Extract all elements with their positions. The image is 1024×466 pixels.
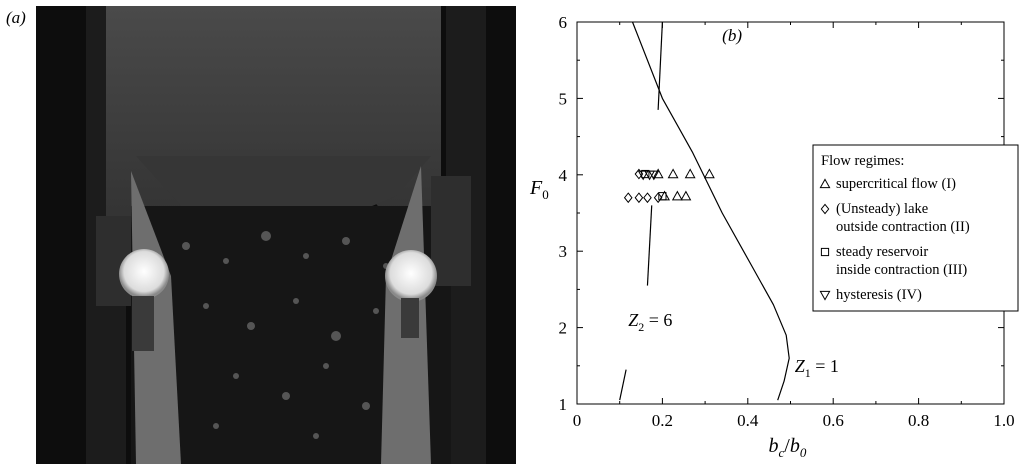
data-point-square <box>641 169 650 179</box>
z2-boundary-segment <box>646 205 653 286</box>
data-point-triangle-up <box>652 168 664 179</box>
x-tick-label: 0.2 <box>652 411 673 430</box>
z1-boundary-curve <box>631 21 790 401</box>
legend-entry-text: hysteresis (IV) <box>836 287 922 303</box>
panel-b-label: (b) <box>722 26 742 45</box>
data-points <box>623 168 715 204</box>
legend-entry-text: outside contraction (II) <box>836 219 970 235</box>
legend-symbol-square <box>820 247 830 257</box>
data-point-diamond <box>634 192 644 204</box>
x-tick-label: 1.0 <box>993 411 1014 430</box>
z1-curve-label: Z1 = 1 <box>795 356 839 380</box>
legend-entry-text: (Unsteady) lake <box>836 201 928 217</box>
legend-entry-text: steady reservoir <box>836 244 928 260</box>
y-tick-label: 5 <box>559 89 568 108</box>
y-tick-label: 4 <box>559 166 568 185</box>
y-tick-label: 3 <box>559 242 568 261</box>
flow-regimes-chart: 0 0.2 0.4 0.6 0.8 1.0 1 2 3 4 5 6 Z1 = 1 Z2 = 6 (b) F… <box>529 13 1019 460</box>
y-tick-label: 1 <box>559 395 568 414</box>
y-tick-label: 6 <box>559 13 568 32</box>
y-tick-label: 2 <box>559 319 568 338</box>
data-point-diamond <box>643 192 652 204</box>
legend-box <box>812 144 1019 312</box>
data-point-triangle-up <box>684 168 696 179</box>
panel-a-label: (a) <box>6 8 26 27</box>
data-point-diamond <box>623 192 633 204</box>
axis-labels: (b) F0 bc/b0 <box>529 26 807 460</box>
x-tick-label: 0 <box>573 411 582 430</box>
legend-symbol-triangle-down <box>819 290 831 301</box>
x-tick-label: 0.8 <box>908 411 929 430</box>
legend-symbol-triangle-up <box>819 178 831 189</box>
legend-entry-text: inside contraction (III) <box>836 262 967 278</box>
data-point-triangle-up <box>671 190 683 201</box>
data-point-triangle-up <box>680 190 692 201</box>
legend-title: Flow regimes: <box>821 153 904 169</box>
z2-curve-label: Z2 = 6 <box>628 310 672 334</box>
flow-contraction-photo <box>36 6 516 464</box>
y-axis-label: F0 <box>529 177 549 202</box>
x-tick-label: 0.6 <box>823 411 844 430</box>
data-point-triangle-down <box>648 170 660 181</box>
legend-entry-text: supercritical flow (I) <box>836 176 956 192</box>
data-point-triangle-up <box>667 168 679 179</box>
z2-boundary-segment <box>657 21 663 110</box>
legend-symbol-diamond <box>820 203 830 215</box>
data-point-square <box>658 192 667 201</box>
data-point-triangle-down <box>637 170 649 181</box>
data-point-diamond <box>653 192 663 204</box>
boundary-curves: Z1 = 1 Z2 = 6 <box>619 21 839 401</box>
x-axis-label: bc/b0 <box>769 435 807 460</box>
data-point-triangle-up <box>703 168 715 179</box>
z2-boundary-segment <box>619 369 627 401</box>
x-tick-label: 0.4 <box>737 411 759 430</box>
legend: Flow regimes: supercritical flow (I) (Unst… <box>812 144 1019 312</box>
